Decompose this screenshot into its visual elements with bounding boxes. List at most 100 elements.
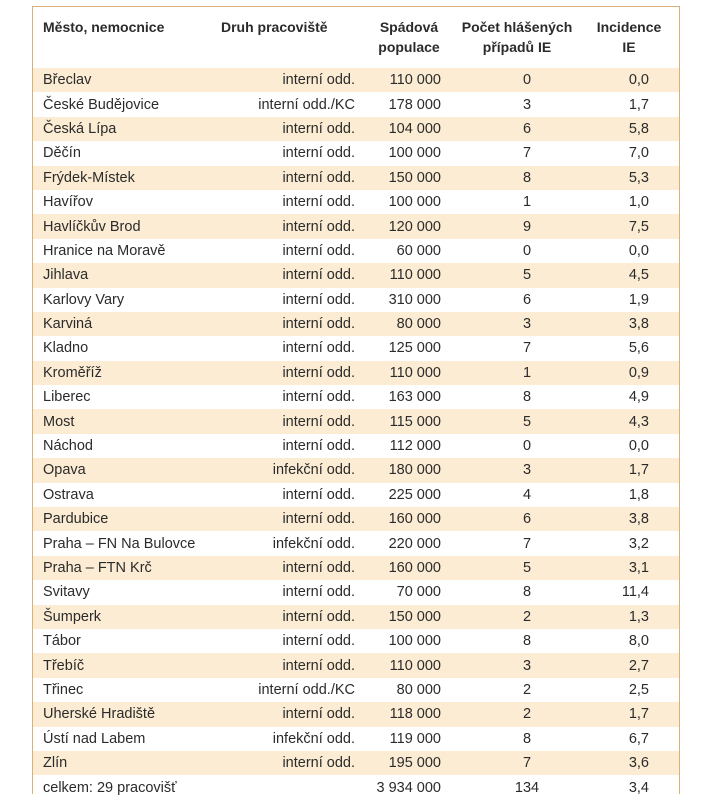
cell-population: 150 000 (363, 165, 455, 190)
cell-cases: 5 (455, 555, 579, 581)
header-incidence: Incidence IE (596, 19, 662, 55)
cell-city: Praha – FTN Krč (33, 555, 213, 581)
cell-incidence: 8,0 (628, 633, 649, 650)
cell-city: Ústí nad Labem (43, 730, 146, 747)
cell-type: interní odd. (282, 242, 355, 259)
cell-cases: 6 (522, 291, 532, 308)
cell-type: interní odd. (213, 68, 363, 93)
cell-type: interní odd. (213, 604, 363, 629)
cell-population: 118 000 (363, 702, 455, 727)
cell-city: Liberec (43, 389, 91, 406)
table-row: Česká Lípa interní odd. 104 000 6 5,8 (33, 116, 679, 142)
table-row: Frýdek-Místek interní odd. 150 000 8 5,3 (33, 165, 679, 190)
cell-city: Svitavy (43, 584, 90, 601)
cell-incidence: 0,0 (579, 68, 679, 93)
cell-incidence: 4,9 (628, 389, 649, 406)
cell-incidence: 1,7 (628, 96, 649, 113)
cell-incidence: 1,9 (628, 291, 649, 308)
cell-population: 70 000 (396, 584, 441, 601)
cell-type: interní odd. (213, 214, 363, 239)
table-row: Opava infekční odd. 180 000 3 1,7 (33, 458, 679, 483)
cell-population: 110 000 (363, 360, 455, 386)
cell-incidence: 5,3 (579, 165, 679, 190)
cell-city: Frýdek-Místek (33, 165, 213, 190)
cell-incidence: 3,8 (579, 507, 679, 532)
table-row: Třebíč interní odd. 110 000 3 2,7 (33, 653, 679, 678)
cell-population: 80 000 (363, 311, 455, 337)
cell-city: České Budějovice (43, 96, 160, 113)
cell-city: Karlovy Vary (43, 291, 125, 308)
cell-incidence: 3,8 (579, 311, 679, 337)
header-cases: Počet hlášených případů IE (461, 19, 573, 55)
cell-cases: 5 (455, 409, 579, 434)
cell-population: 80 000 (396, 681, 441, 698)
cell-type: interní odd. (213, 360, 363, 386)
cell-type: interní odd. (213, 409, 363, 434)
cell-type: interní odd. (282, 291, 355, 308)
table-row: Třinec interní odd./KC 80 000 2 2,5 (33, 678, 679, 702)
cell-type: interní odd. (213, 555, 363, 581)
cell-population: 160 000 (363, 555, 455, 581)
total-row: celkem: 29 pracovišť 3 934 000 134 3,4 (33, 775, 679, 800)
table-row: Praha – FN Na Bulovce infekční odd. 220 00… (33, 531, 679, 555)
cell-incidence: 3,1 (579, 555, 679, 581)
cell-population: 163 000 (388, 389, 441, 406)
cell-cases: 1 (455, 360, 579, 386)
cell-population: 115 000 (363, 409, 455, 434)
cell-type: interní odd./KC (258, 681, 355, 698)
cell-city: Tábor (43, 633, 81, 650)
cell-cases: 1 (522, 194, 532, 211)
cell-city: Česká Lípa (33, 116, 213, 142)
cell-city: Opava (33, 458, 213, 483)
cell-city: Havlíčkův Brod (33, 214, 213, 239)
cell-city: Karviná (33, 311, 213, 337)
cell-cases: 3 (455, 458, 579, 483)
cell-city: Třinec (43, 681, 84, 698)
cell-cases: 0 (522, 438, 532, 455)
table-row: Ústí nad Labem infekční odd. 119 000 8 6,7 (33, 727, 679, 751)
table-row: Uherské Hradiště interní odd. 118 000 2 1,7 (33, 702, 679, 727)
cell-city: Šumperk (33, 604, 213, 629)
cell-population: 178 000 (388, 96, 441, 113)
cell-city: Uherské Hradiště (33, 702, 213, 727)
cell-population: 160 000 (363, 507, 455, 532)
cell-cases: 7 (522, 535, 532, 552)
cell-city: Jihlava (33, 263, 213, 288)
total-type (213, 775, 363, 800)
cell-cases: 2 (455, 604, 579, 629)
table-row: Šumperk interní odd. 150 000 2 1,3 (33, 604, 679, 629)
total-label: celkem: 29 pracovišť (33, 775, 213, 800)
cell-cases: 2 (455, 702, 579, 727)
cell-type: infekční odd. (272, 730, 355, 747)
cell-city: Ostrava (43, 486, 94, 503)
cell-cases: 6 (455, 507, 579, 532)
cell-type: interní odd. (213, 263, 363, 288)
cell-type: interní odd./KC (258, 96, 355, 113)
total-population: 3 934 000 (363, 775, 455, 800)
table-row: Ostrava interní odd. 225 000 4 1,8 (33, 483, 679, 507)
cell-city: Kroměříž (33, 360, 213, 386)
cell-city: Pardubice (33, 507, 213, 532)
table-row: Jihlava interní odd. 110 000 5 4,5 (33, 263, 679, 288)
cell-type: interní odd. (213, 750, 363, 776)
cell-population: 220 000 (388, 535, 441, 552)
cell-cases: 8 (522, 389, 532, 406)
cell-cases: 3 (455, 653, 579, 678)
cell-population: 100 000 (388, 633, 441, 650)
cell-cases: 8 (522, 633, 532, 650)
cell-incidence: 2,5 (628, 681, 649, 698)
cell-type: interní odd. (282, 194, 355, 211)
header-city: Město, nemocnice (43, 19, 165, 35)
cell-city: Hranice na Moravě (43, 242, 166, 259)
cell-population: 110 000 (363, 653, 455, 678)
table-row: Náchod interní odd. 112 000 0 0,0 (33, 434, 679, 458)
table-row: Svitavy interní odd. 70 000 8 11,4 (33, 580, 679, 604)
total-incidence: 3,4 (579, 775, 679, 800)
cell-population: 119 000 (389, 730, 441, 747)
cell-cases: 0 (522, 242, 532, 259)
table-header: Město, nemocnice Druh pracoviště Spádová… (33, 7, 679, 68)
cell-cases: 3 (455, 311, 579, 337)
cell-city: Děčín (43, 145, 81, 162)
cell-incidence: 0,0 (628, 438, 649, 455)
cell-cases: 3 (522, 96, 532, 113)
